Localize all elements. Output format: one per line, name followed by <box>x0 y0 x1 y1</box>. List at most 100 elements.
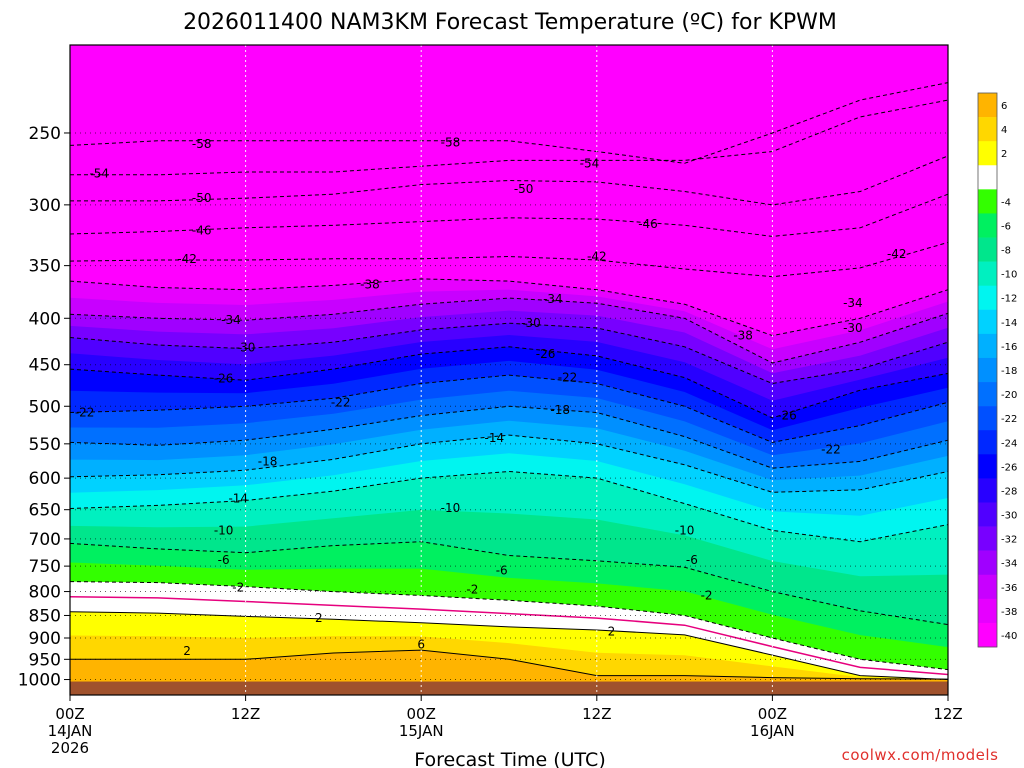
plot-frame <box>69 44 949 696</box>
contour-label: -2 <box>232 581 244 595</box>
x-tick-label: 00Z <box>758 705 787 723</box>
contour-label: -6 <box>496 563 508 577</box>
colorbar-label: -22 <box>1001 414 1017 425</box>
x-tick-date: 15JAN <box>399 722 444 740</box>
colorbar-label: -26 <box>1001 462 1017 473</box>
contour-label: -22 <box>558 371 578 385</box>
colorbar-label: -12 <box>1001 294 1017 305</box>
y-tick-label: 850 <box>29 606 61 626</box>
contour-label: -54 <box>580 156 600 170</box>
isotherm--22 <box>69 374 949 443</box>
isotherm-contours <box>69 82 949 680</box>
colorbar-swatch <box>978 237 997 262</box>
isotherm--18 <box>69 405 949 469</box>
colorbar-swatch <box>978 141 997 166</box>
colorbar-swatch <box>978 165 997 190</box>
y-tick-label: 1000 <box>18 671 61 691</box>
pressure-axis: 250 300 350 400 450 500 550 600 650 700 750 800 850 9… <box>18 124 70 691</box>
contour-label: -10 <box>675 523 695 537</box>
y-tick-label: 800 <box>29 583 61 603</box>
credit-link[interactable]: coolwx.com/models <box>842 746 999 764</box>
contour-label: -54 <box>89 166 109 180</box>
colorbar-label: -20 <box>1001 390 1017 401</box>
colorbar-label: 6 <box>1001 101 1007 112</box>
contour-label: -18 <box>258 454 278 468</box>
contour-label: -22 <box>821 443 841 457</box>
contour-label: -46 <box>192 223 212 237</box>
contour-label: -30 <box>521 316 541 330</box>
colorbar-label: -16 <box>1001 342 1017 353</box>
colorbar-swatch <box>978 622 997 648</box>
isotherm--2 <box>69 581 949 671</box>
contour-label: -38 <box>733 329 753 343</box>
colorbar-swatch <box>978 430 997 455</box>
contour-label: -46 <box>638 217 658 231</box>
contour-label: -58 <box>192 137 212 151</box>
colorbar-swatch <box>978 357 997 383</box>
contour-label: -34 <box>843 296 863 310</box>
colorbar-label: -40 <box>1001 631 1017 642</box>
colorbar-swatch <box>978 478 997 503</box>
freezing-line <box>69 595 949 676</box>
isotherm-6 <box>70 649 949 680</box>
colorbar-swatch <box>978 406 997 431</box>
contour-label: -50 <box>192 191 212 205</box>
contour-label: -50 <box>514 182 534 196</box>
color-legend: 6 4 2 -4 -6 -8 -10 -12 -14 -16 -18 -20 -22 -24 -26 -28 -… <box>977 92 1017 648</box>
colorbar-label: -18 <box>1001 366 1017 377</box>
colorbar-label: 2 <box>1001 149 1007 160</box>
contour-label: -26 <box>214 371 234 385</box>
colorbar-swatch <box>978 598 997 624</box>
contour-label: -42 <box>587 250 607 264</box>
contour-label: -14 <box>228 492 248 506</box>
colorbar-label: -28 <box>1001 486 1017 497</box>
contour-label: 2 <box>183 644 191 658</box>
colorbar-label: -14 <box>1001 318 1017 329</box>
y-tick-label: 600 <box>29 469 61 489</box>
y-tick-label: 900 <box>29 629 61 649</box>
y-tick-label: 500 <box>29 397 61 417</box>
colorbar-swatch <box>978 117 997 142</box>
contour-label: -6 <box>218 553 230 567</box>
colorbar-swatch <box>978 526 997 551</box>
x-tick-label: 12Z <box>231 705 260 723</box>
x-axis-label: Forecast Time (UTC) <box>414 749 605 768</box>
isotherm--14 <box>69 434 949 493</box>
contour-label: -58 <box>441 135 461 149</box>
colorbar-label: -8 <box>1001 246 1011 257</box>
x-tick-date: 14JAN <box>48 722 93 740</box>
isotherm--6 <box>69 541 949 626</box>
contour-label: -22 <box>331 395 351 409</box>
contour-label: -10 <box>441 501 461 515</box>
chart-title: 2026011400 NAM3KM Forecast Temperature (… <box>183 10 837 35</box>
colorbar-label: -30 <box>1001 511 1017 522</box>
contour-label: -38 <box>360 277 380 291</box>
colorbar-swatch <box>978 550 997 576</box>
y-tick-label: 550 <box>29 435 61 455</box>
colorbar-swatch <box>978 93 997 118</box>
contour-label: -18 <box>550 403 570 417</box>
ground-surface <box>70 681 948 695</box>
contour-label: 2 <box>608 624 616 638</box>
contour-label: -22 <box>75 406 95 420</box>
colorbar-frame <box>977 92 998 648</box>
colorbar-swatch <box>978 574 997 600</box>
x-tick-label: 12Z <box>582 705 611 723</box>
x-tick-label: 00Z <box>407 705 436 723</box>
contour-label: -34 <box>221 313 241 327</box>
y-tick-label: 300 <box>29 196 61 216</box>
colorbar-label: -6 <box>1001 221 1011 232</box>
colorbar-swatch <box>978 382 997 407</box>
x-tick-date: 16JAN <box>750 722 795 740</box>
grid-lines <box>70 45 948 695</box>
colorbar-swatch <box>978 285 997 311</box>
contour-labels: -58 -58 -54 -54 -50 -50 -46 -46 -42 -42 -42 -38 -38 -… <box>75 135 907 658</box>
colorbar-label: -4 <box>1001 197 1011 208</box>
contour-label: -2 <box>466 583 478 597</box>
contour-label: 6 <box>417 638 425 652</box>
colorbar-swatch <box>978 309 997 335</box>
colorbar-swatch <box>978 502 997 527</box>
colorbar-label: -34 <box>1001 559 1017 570</box>
y-tick-label: 250 <box>29 124 61 144</box>
